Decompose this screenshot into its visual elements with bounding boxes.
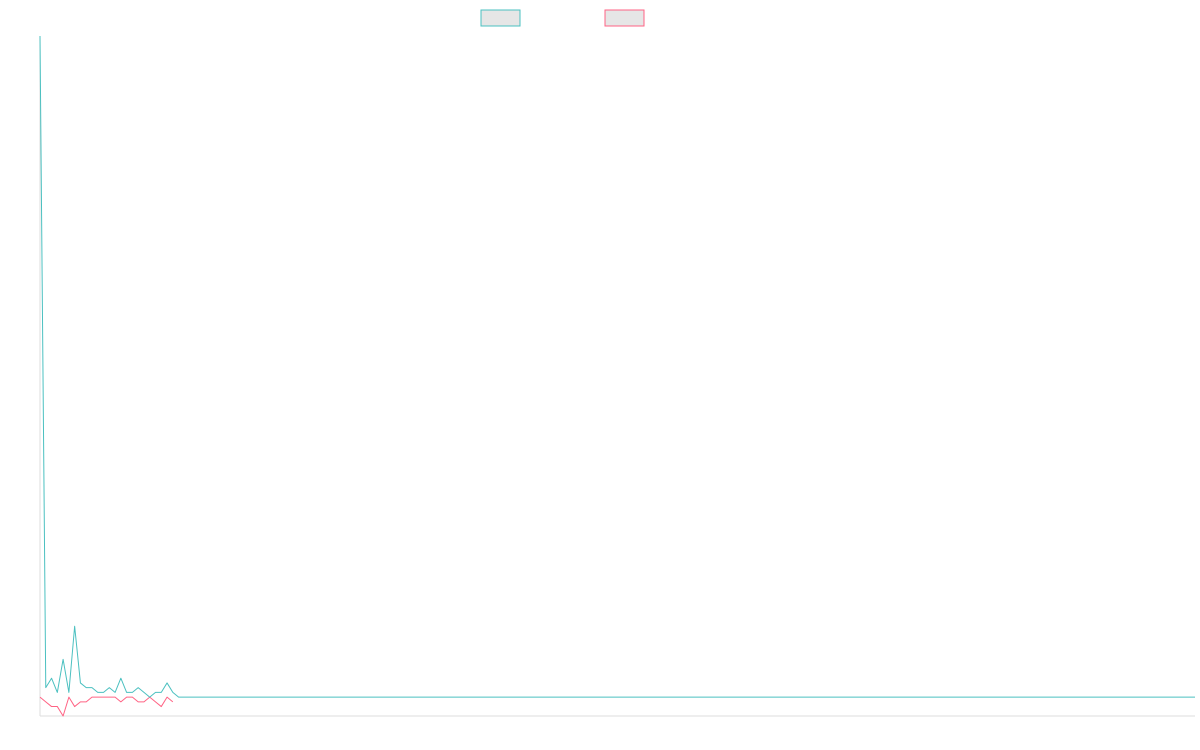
series-line-2 (39, 696, 174, 717)
legend-swatch-1[interactable] (480, 9, 521, 27)
legend (480, 9, 645, 27)
series-layer (39, 35, 1195, 717)
legend-swatch-2[interactable] (604, 9, 645, 27)
axes (39, 36, 1195, 717)
series-line-1 (39, 35, 1195, 698)
